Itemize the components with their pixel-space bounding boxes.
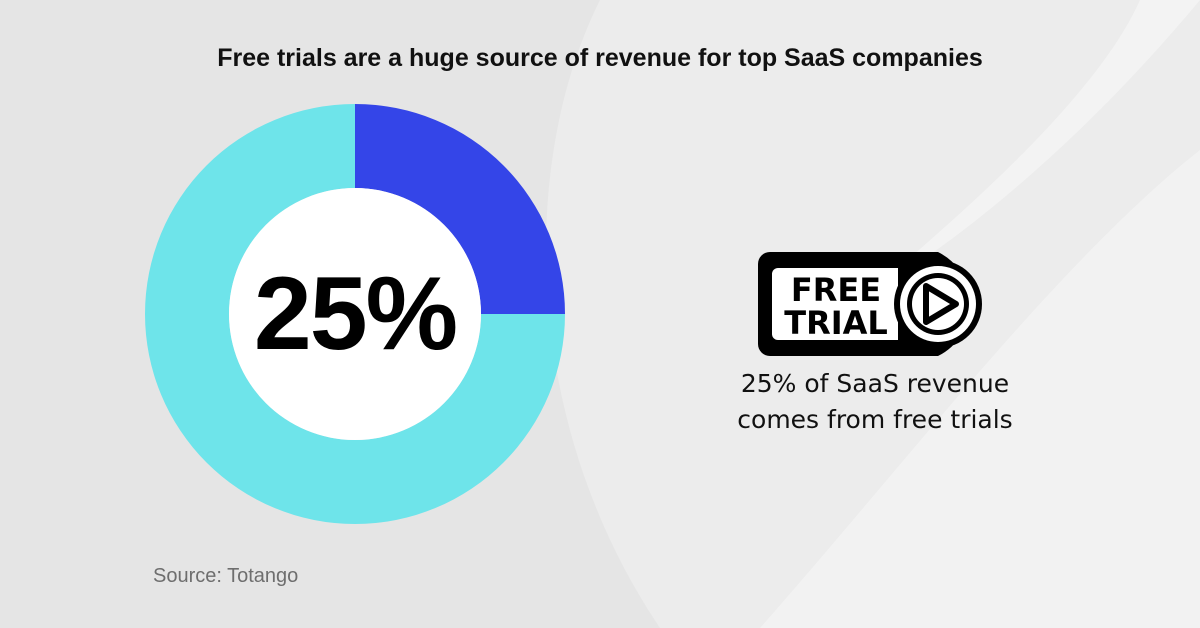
chart-title: Free trials are a huge source of revenue… (217, 44, 983, 72)
donut-hole (229, 188, 481, 440)
donut-chart (145, 104, 565, 524)
source-note: Source: Totango (153, 565, 299, 587)
stat-caption: 25% of SaaS revenue comes from free tria… (700, 366, 1050, 438)
play-circle-icon (923, 283, 959, 325)
donut-slice-2 (145, 104, 565, 524)
donut-slice-1 (355, 104, 565, 314)
badge-text-panel (772, 268, 898, 340)
badge-text-free: FREE (791, 271, 881, 309)
badge-text-trial: TRIAL (784, 304, 888, 342)
free-trial-badge: FREE TRIAL (758, 252, 982, 356)
caption-line-2: comes from free trials (737, 405, 1013, 434)
caption-line-1: 25% of SaaS revenue (740, 369, 1010, 398)
